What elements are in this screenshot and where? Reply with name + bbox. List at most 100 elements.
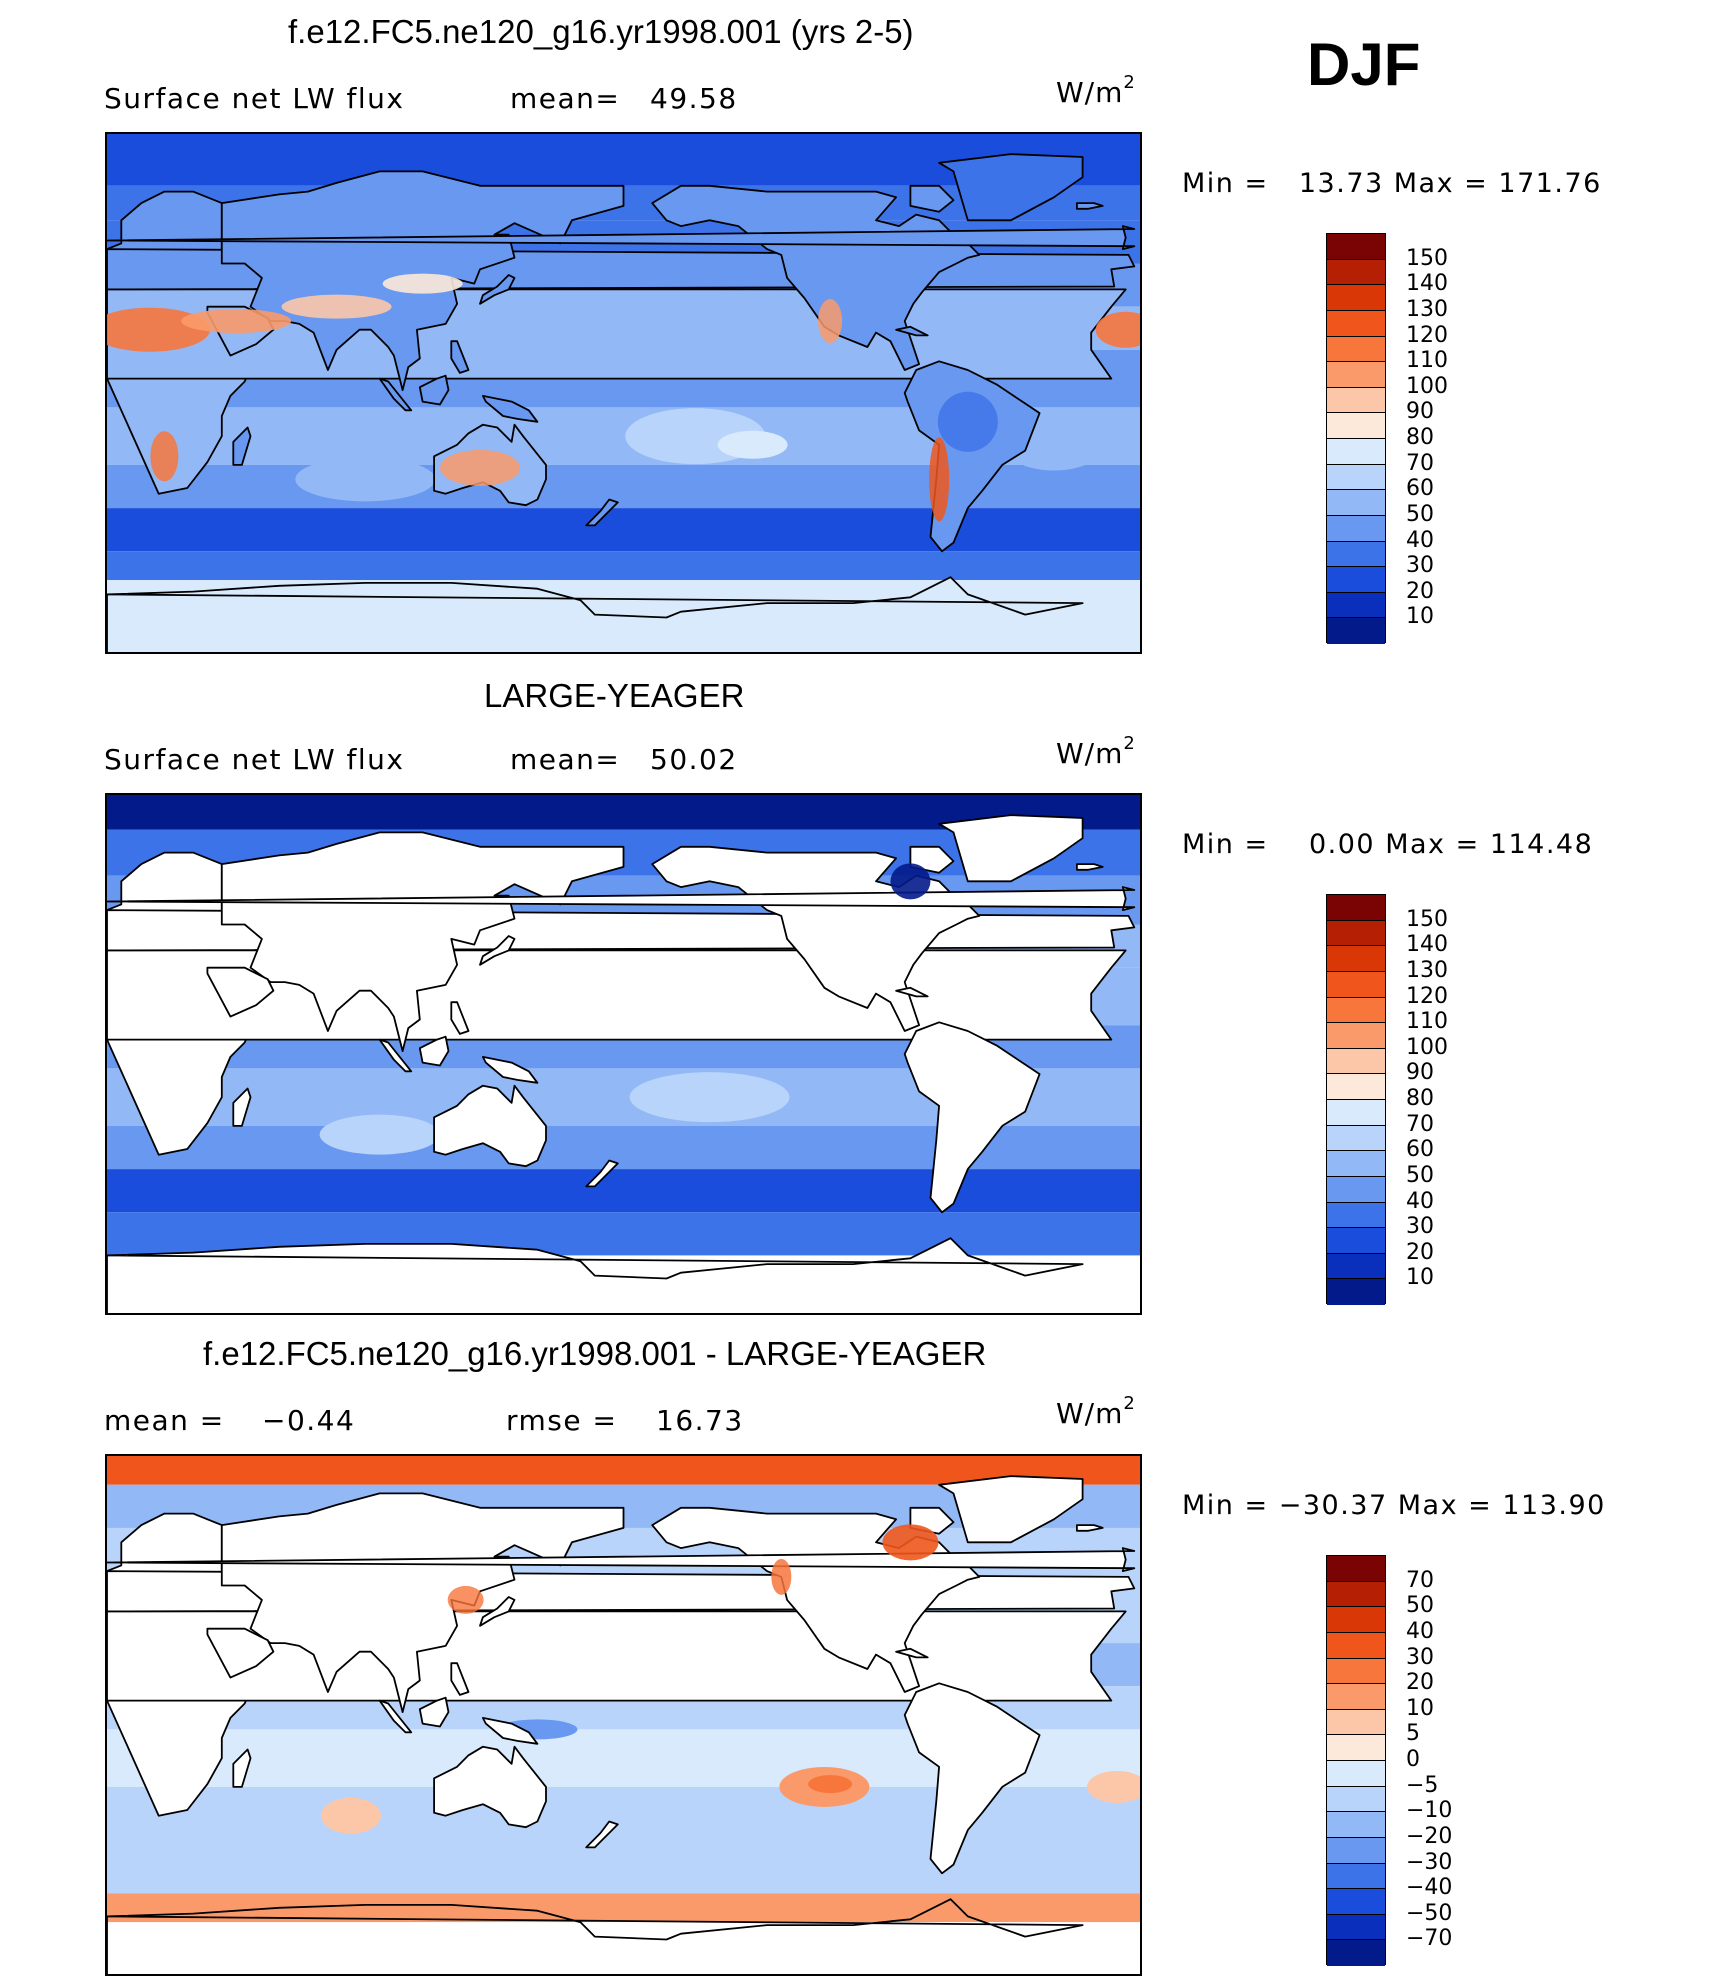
- colorbar-tick-label: −40: [1406, 1875, 1453, 1901]
- colorbar-tick-label: −5: [1406, 1772, 1439, 1798]
- colorbar-box: [1327, 1556, 1385, 1582]
- colorbar-tick-label: 140: [1406, 271, 1448, 297]
- coastline-southAmerica: [903, 1021, 1041, 1214]
- field-feature: [629, 1072, 790, 1123]
- colorbar-tick-label: 70: [1406, 1567, 1434, 1593]
- colorbar-box: [1327, 1151, 1385, 1177]
- panel-2-mean-value: 50.02: [650, 743, 738, 776]
- coastline-arabia: [206, 1627, 275, 1679]
- colorbar-box: [1327, 464, 1385, 491]
- coastline-japan: [479, 274, 516, 305]
- coastline-japan: [479, 1596, 516, 1627]
- panel-3-mean-label: mean =: [104, 1404, 225, 1437]
- colorbar-box: [1327, 1863, 1385, 1890]
- field-feature: [382, 273, 463, 294]
- colorbar-box: [1327, 1786, 1385, 1813]
- panel-3-colorbar: [1326, 1555, 1386, 1966]
- colorbar-tick-label: 130: [1406, 296, 1448, 322]
- coastline-australia: [433, 1084, 547, 1168]
- colorbar-tick-label: −10: [1406, 1798, 1453, 1824]
- colorbar-box: [1327, 387, 1385, 414]
- colorbar-tick-label: 5: [1406, 1721, 1420, 1747]
- field-feature: [320, 1797, 381, 1834]
- field-feature: [295, 457, 436, 502]
- coastline-arabia: [206, 966, 275, 1018]
- colorbar-tick-label: −70: [1406, 1926, 1453, 1952]
- colorbar-box: [1327, 1581, 1385, 1608]
- colorbar-tick-label: 40: [1406, 527, 1434, 553]
- coastline-southAmerica: [903, 1682, 1041, 1875]
- colorbar-box: [1327, 920, 1385, 947]
- field-feature: [890, 863, 931, 900]
- field-feature: [181, 309, 292, 334]
- colorbar-tick-label: 140: [1406, 932, 1448, 958]
- colorbar-tick-label: 100: [1406, 1034, 1448, 1060]
- field-feature: [440, 449, 521, 486]
- colorbar-tick-label: 20: [1406, 1670, 1434, 1696]
- panel-2-map: [105, 793, 1142, 1315]
- coastline-antarctica: [107, 1898, 1084, 1974]
- colorbar-tick-label: 50: [1406, 501, 1434, 527]
- colorbar-tick-label: 120: [1406, 322, 1448, 348]
- panel-3-max-label: Max =: [1397, 1490, 1493, 1521]
- colorbar-tick-label: −20: [1406, 1823, 1453, 1849]
- coastline-nz: [585, 498, 619, 527]
- field-feature: [771, 1558, 792, 1595]
- coastline-madagascar: [232, 426, 252, 466]
- colorbar-tick-label: 30: [1406, 1644, 1434, 1670]
- panel-2-min-value: 0.00: [1308, 829, 1376, 860]
- coastline-cuba: [895, 986, 929, 998]
- season-label: DJF: [1307, 31, 1421, 98]
- panel-3-map: [105, 1454, 1142, 1976]
- colorbar-tick-label: 50: [1406, 1162, 1434, 1188]
- colorbar-box: [1327, 1074, 1385, 1100]
- panel-1-colorbar: [1326, 233, 1386, 644]
- colorbar-tick-label: 30: [1406, 1214, 1434, 1240]
- colorbar-tick-label: 100: [1406, 373, 1448, 399]
- panel-1-title: f.e12.FC5.ne120_g16.yr1998.001 (yrs 2-5): [288, 13, 914, 50]
- colorbar-box: [1327, 1940, 1385, 1966]
- field-feature: [717, 430, 788, 459]
- panel-3-rmse-value: 16.73: [656, 1404, 744, 1437]
- colorbar-box: [1327, 946, 1385, 972]
- colorbar-tick-label: 110: [1406, 1009, 1448, 1035]
- coastline-borneo: [418, 1696, 450, 1728]
- panel-1-map: [105, 132, 1142, 654]
- colorbar-tick-label: 60: [1406, 1137, 1434, 1163]
- colorbar-box: [1327, 1228, 1385, 1254]
- colorbar-tick-label: 50: [1406, 1593, 1434, 1619]
- coastline-antarctica: [107, 576, 1084, 652]
- colorbar-box: [1327, 1658, 1385, 1685]
- panel-2-max-value: 114.48: [1489, 829, 1594, 860]
- coastline-newGuinea: [482, 1056, 539, 1084]
- field-feature: [1095, 311, 1140, 348]
- colorbar-box: [1327, 1202, 1385, 1229]
- coastline-greenland: [938, 153, 1084, 222]
- field-feature: [818, 299, 843, 344]
- colorbar-box: [1327, 971, 1385, 998]
- panel-3-rmse-label: rmse =: [506, 1404, 618, 1437]
- colorbar-tick-label: 10: [1406, 604, 1434, 630]
- field-feature: [1087, 1770, 1140, 1803]
- panel-3-min-max: Min = −30.37 Max = 113.90: [1182, 1490, 1606, 1521]
- coastline-greenland: [938, 1475, 1084, 1544]
- panel-1-max-label: Max =: [1393, 168, 1489, 199]
- panel-3-max-value: 113.90: [1502, 1490, 1606, 1521]
- colorbar-box: [1327, 592, 1385, 619]
- coastline-australia: [433, 1745, 547, 1829]
- colorbar-tick-label: 30: [1406, 553, 1434, 579]
- colorbar-box: [1327, 336, 1385, 363]
- panel-3-min-value: −30.37: [1278, 1490, 1388, 1521]
- coastline-sumatra: [378, 1038, 413, 1073]
- colorbar-box: [1327, 1279, 1385, 1305]
- coastline-philippines: [450, 1001, 470, 1035]
- colorbar-box: [1327, 567, 1385, 593]
- colorbar-tick-label: 70: [1406, 1111, 1434, 1137]
- panel-1-max-value: 171.76: [1498, 168, 1602, 199]
- coastline-iceland: [1076, 202, 1104, 210]
- colorbar-tick-label: 10: [1406, 1695, 1434, 1721]
- colorbar-box: [1327, 1023, 1385, 1049]
- colorbar-tick-label: 70: [1406, 450, 1434, 476]
- colorbar-tick-label: 40: [1406, 1618, 1434, 1644]
- coastline-asia: [220, 831, 625, 1052]
